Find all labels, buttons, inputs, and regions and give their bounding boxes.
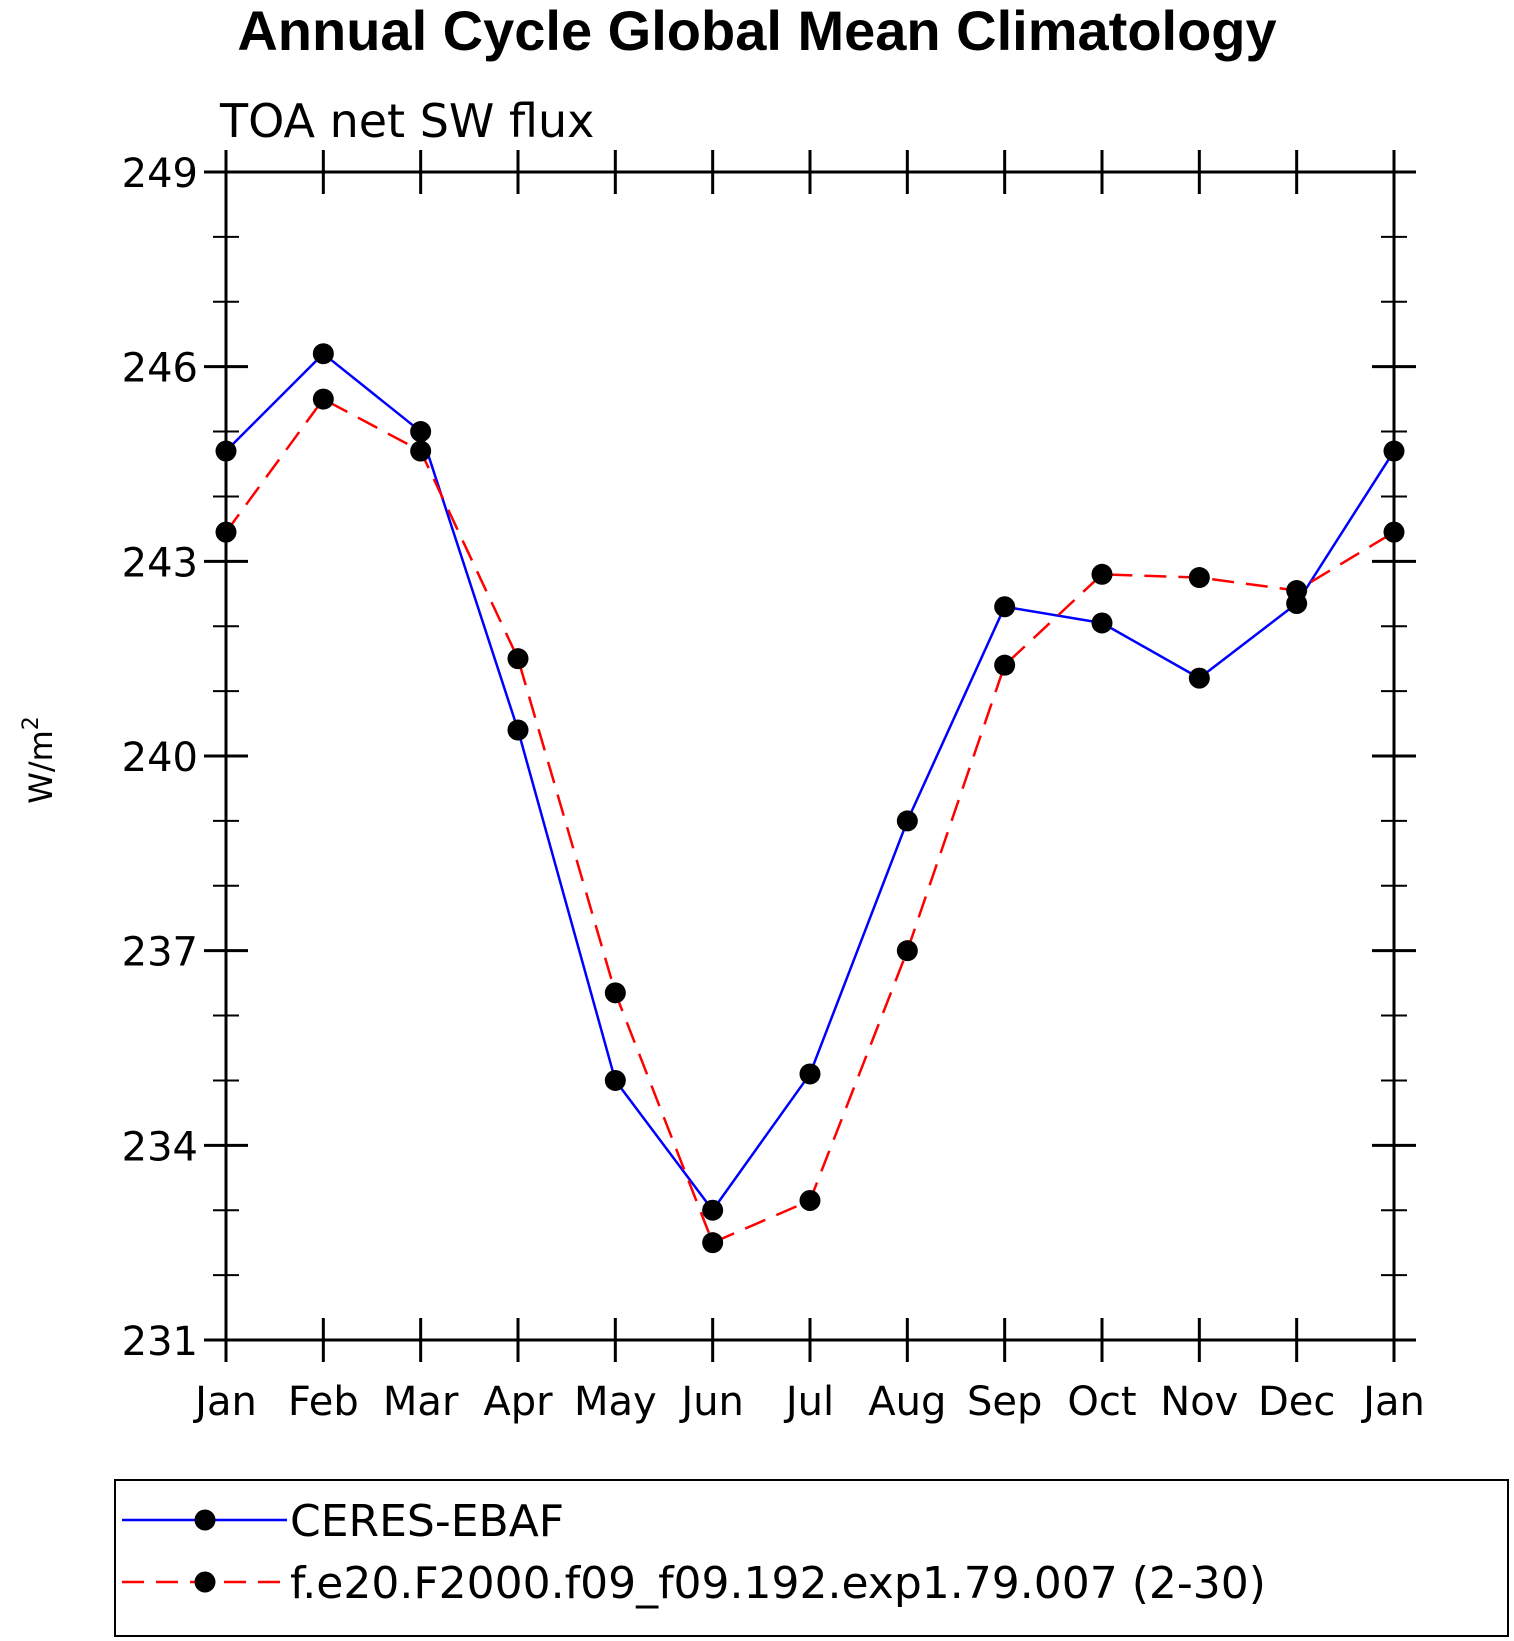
data-point-series-2 (1188, 567, 1210, 589)
data-point-series-1 (896, 810, 918, 832)
y-tick-label: 237 (122, 930, 198, 976)
y-tick-label: 234 (122, 1124, 198, 1170)
x-tick-label: Nov (1160, 1379, 1238, 1425)
data-point-series-2 (507, 648, 529, 670)
data-point-series-1 (507, 719, 529, 741)
data-point-series-1 (994, 596, 1016, 618)
legend-box (114, 1479, 1509, 1637)
legend-entry-label: CERES-EBAF (290, 1496, 564, 1547)
svg-text:W/m2: W/m2 (19, 716, 60, 804)
legend: CERES-EBAF f.e20.F2000.f09_f09.192.exp1.7… (114, 1479, 1509, 1637)
y-tick-label: 240 (122, 735, 198, 781)
data-point-series-2 (994, 654, 1016, 676)
series-lines (224, 352, 1396, 1244)
legend-swatch-marker (194, 1509, 216, 1531)
plot-frame (224, 170, 1396, 1342)
data-point-series-2 (1286, 580, 1308, 602)
data-point-series-1 (604, 1069, 626, 1091)
y-axis-label-base: W/m (22, 730, 60, 804)
x-tick-label: Jul (783, 1379, 834, 1425)
data-point-series-1 (1091, 612, 1113, 634)
y-tick-label: 249 (122, 151, 198, 197)
data-point-series-1 (799, 1063, 821, 1085)
data-point-series-1 (312, 343, 334, 365)
x-tick-label: Jun (678, 1379, 744, 1425)
y-tick-label: 231 (122, 1319, 198, 1365)
data-point-series-1 (702, 1199, 724, 1221)
data-point-series-2 (410, 440, 432, 462)
data-point-series-1 (1188, 667, 1210, 689)
legend-entry-label: f.e20.F2000.f09_f09.192.exp1.79.007 (2-3… (290, 1558, 1266, 1609)
data-point-series-2 (312, 388, 334, 410)
legend-swatch-marker (194, 1571, 216, 1593)
series-line-2 (224, 397, 1395, 1244)
x-tick-label: Oct (1067, 1379, 1136, 1425)
x-tick-label: Apr (483, 1379, 553, 1425)
x-tick-label: Dec (1258, 1379, 1335, 1425)
data-point-series-2 (896, 940, 918, 962)
data-point-series-2 (1091, 563, 1113, 585)
y-axis-label-superscript: 2 (19, 716, 44, 730)
y-tick-label: 246 (122, 346, 198, 392)
data-point-series-2 (702, 1232, 724, 1254)
data-point-series-2 (799, 1189, 821, 1211)
chart-subtitle: TOA net SW flux (219, 94, 594, 148)
x-tick-label: May (574, 1379, 657, 1425)
x-tick-label: Sep (967, 1379, 1042, 1425)
y-tick-label: 243 (122, 540, 198, 586)
series-markers (215, 343, 1405, 1254)
x-tick-label: Aug (868, 1379, 946, 1425)
x-tick-label: Jan (1360, 1379, 1425, 1425)
axis-ticks: Jan Feb Mar Apr May Jun Jul Aug Sep Oct Nov Dec Jan 2… (122, 150, 1425, 1425)
x-tick-label: Feb (288, 1379, 359, 1425)
y-axis-label: W/m2 (19, 716, 60, 804)
data-point-series-1 (410, 421, 432, 443)
chart-title: Annual Cycle Global Mean Climatology (237, 0, 1276, 62)
x-tick-label: Jan (192, 1379, 257, 1425)
data-point-series-2 (604, 982, 626, 1004)
x-tick-label: Mar (383, 1379, 459, 1425)
